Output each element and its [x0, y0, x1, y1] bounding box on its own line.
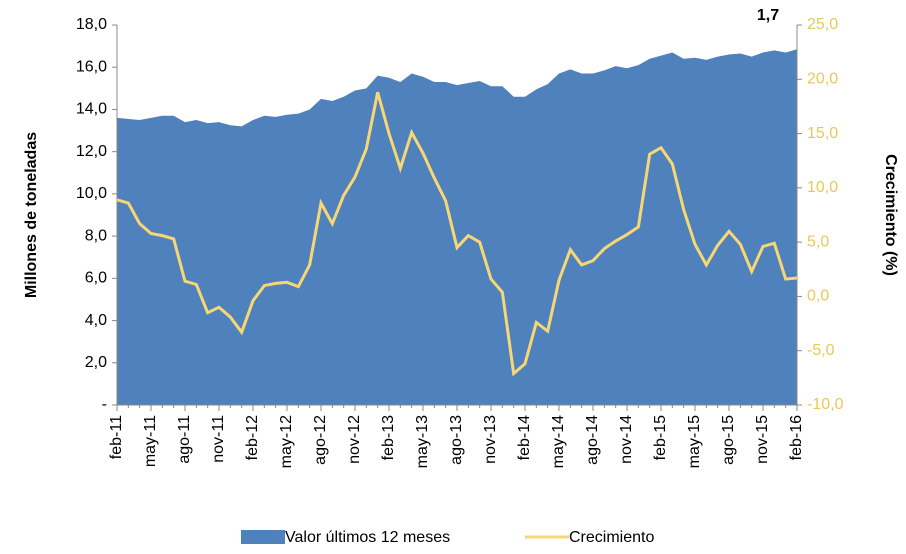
y2-tick-label: -5,0 — [807, 342, 835, 359]
x-tick-label: ago-14 — [584, 415, 601, 465]
y2-tick-label: 25,0 — [807, 16, 838, 33]
legend-label: Crecimiento — [569, 529, 654, 546]
area — [117, 49, 797, 406]
y-tick-label: 10,0 — [76, 185, 107, 202]
legend-label: Valor últimos 12 meses — [285, 529, 450, 546]
y-tick-label: 8,0 — [85, 227, 107, 244]
y2-tick-label: 10,0 — [807, 179, 838, 196]
y-tick-label: 4,0 — [85, 312, 107, 329]
x-tick-label: nov-15 — [754, 415, 771, 464]
y2-axis-title: Crecimiento (%) — [882, 154, 899, 276]
y-tick-label: 12,0 — [76, 143, 107, 160]
y-tick-label: - — [102, 396, 107, 413]
x-tick-label: nov-11 — [210, 415, 227, 463]
x-tick-label: may-11 — [142, 415, 159, 467]
x-tick-label: ago-11 — [176, 415, 193, 464]
x-tick-label: may-12 — [278, 415, 295, 468]
x-tick-label: feb-12 — [244, 415, 261, 460]
y-tick-label: 14,0 — [76, 101, 107, 118]
y2-tick-label: 5,0 — [807, 233, 829, 250]
x-tick-label: nov-12 — [346, 415, 363, 464]
legend-swatch — [241, 530, 285, 544]
y-tick-label: 16,0 — [76, 58, 107, 75]
x-tick-label: feb-14 — [516, 415, 533, 460]
x-tick-label: feb-15 — [652, 415, 669, 460]
y2-tick-label: -10,0 — [807, 396, 844, 413]
x-tick-label: may-13 — [414, 415, 431, 468]
x-tick-label: may-14 — [550, 415, 567, 468]
x-tick-label: ago-13 — [448, 415, 465, 465]
x-tick-label: nov-14 — [618, 415, 635, 464]
x-tick-label: feb-11 — [108, 415, 125, 459]
y-tick-label: 2,0 — [85, 354, 107, 371]
x-tick-label: ago-15 — [720, 415, 737, 465]
y2-tick-label: 15,0 — [807, 125, 838, 142]
y-axis-title: Millones de toneladas — [23, 132, 40, 298]
annotation: 1,7 — [757, 7, 779, 24]
line — [116, 91, 798, 377]
x-tick-label: feb-13 — [380, 415, 397, 460]
y2-tick-label: 20,0 — [807, 71, 838, 88]
x-tick-label: nov-13 — [482, 415, 499, 464]
x-tick-label: feb-16 — [788, 415, 805, 460]
y-tick-label: 6,0 — [85, 270, 107, 287]
x-tick-label: ago-12 — [312, 415, 329, 465]
y-tick-label: 18,0 — [76, 16, 107, 33]
x-tick-label: may-15 — [686, 415, 703, 468]
y2-tick-label: 0,0 — [807, 288, 829, 305]
